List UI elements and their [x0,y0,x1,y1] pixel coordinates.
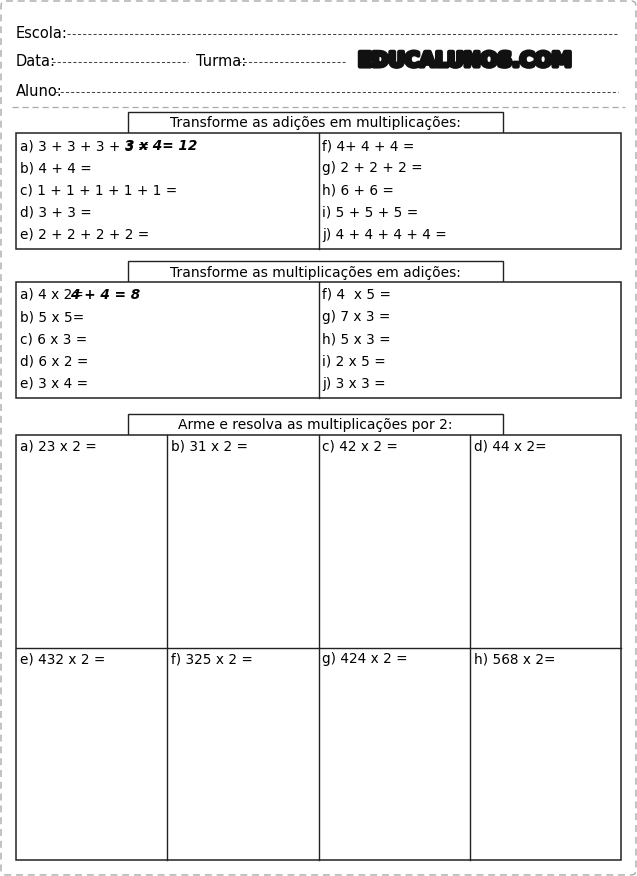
Text: j) 3 x 3 =: j) 3 x 3 = [322,377,390,391]
Text: h) 568 x 2=: h) 568 x 2= [474,653,555,667]
Text: g) 424 x 2 =: g) 424 x 2 = [322,653,413,667]
Text: Data:: Data: [16,54,56,69]
Text: c) 6 x 3 =: c) 6 x 3 = [20,333,92,346]
Text: c) 1 + 1 + 1 + 1 + 1 =: c) 1 + 1 + 1 + 1 + 1 = [20,183,182,197]
Text: g) 2 + 2 + 2 =: g) 2 + 2 + 2 = [322,161,427,175]
Text: b) 4 + 4 =: b) 4 + 4 = [20,161,96,175]
Text: d) 6 x 2 =: d) 6 x 2 = [20,355,93,369]
Text: f) 4  x 5 =: f) 4 x 5 = [322,288,396,302]
Text: b) 5 x 5=: b) 5 x 5= [20,310,84,324]
Text: i) 5 + 5 + 5 =: i) 5 + 5 + 5 = [322,206,423,220]
Text: h) 5 x 3 =: h) 5 x 3 = [322,333,396,346]
Text: f) 4+ 4 + 4 =: f) 4+ 4 + 4 = [322,139,419,153]
Text: EDUCALUNOS.COM: EDUCALUNOS.COM [358,52,572,70]
Text: g) 7 x 3 =: g) 7 x 3 = [322,310,395,324]
Text: b) 31 x 2 =: b) 31 x 2 = [171,440,253,454]
Text: Aluno:: Aluno: [16,84,63,100]
Text: 4 + 4 = 8: 4 + 4 = 8 [70,288,140,302]
Text: a) 3 + 3 + 3 + 3 =: a) 3 + 3 + 3 + 3 = [20,139,154,153]
Bar [128,261,503,283]
Text: e) 432 x 2 =: e) 432 x 2 = [20,653,110,667]
Text: h) 6 + 6 =: h) 6 + 6 = [322,183,399,197]
Text: i) 2 x 5 =: i) 2 x 5 = [322,355,390,369]
Bar [16,133,621,249]
Text: e) 3 x 4 =: e) 3 x 4 = [20,377,92,391]
Text: 3 x 4= 12: 3 x 4= 12 [125,139,198,153]
Text: EDUCALUNOS.COM: EDUCALUNOS.COM [358,52,572,70]
Text: e) 2 + 2 + 2 + 2 =: e) 2 + 2 + 2 + 2 = [20,228,154,242]
Text: Arme e resolva as multiplicações por 2:: Arme e resolva as multiplicações por 2: [178,419,453,433]
Text: d) 3 + 3 =: d) 3 + 3 = [20,206,96,220]
Bar [16,282,621,398]
Text: Transforme as multiplicações em adições:: Transforme as multiplicações em adições: [170,265,461,279]
Text: c) 42 x 2 =: c) 42 x 2 = [322,440,403,454]
Text: d) 44 x 2=: d) 44 x 2= [474,440,547,454]
Bar [16,435,621,860]
Bar [128,112,503,134]
Text: a) 23 x 2 =: a) 23 x 2 = [20,440,101,454]
Text: Turma:: Turma: [196,54,247,69]
Text: j) 4 + 4 + 4 + 4 =: j) 4 + 4 + 4 + 4 = [322,228,452,242]
Text: a) 4 x 2=: a) 4 x 2= [20,288,83,302]
Bar [128,414,503,436]
Text: Escola:: Escola: [16,26,68,41]
Text: Transforme as adições em multiplicações:: Transforme as adições em multiplicações: [170,117,461,131]
Text: f) 325 x 2 =: f) 325 x 2 = [171,653,257,667]
